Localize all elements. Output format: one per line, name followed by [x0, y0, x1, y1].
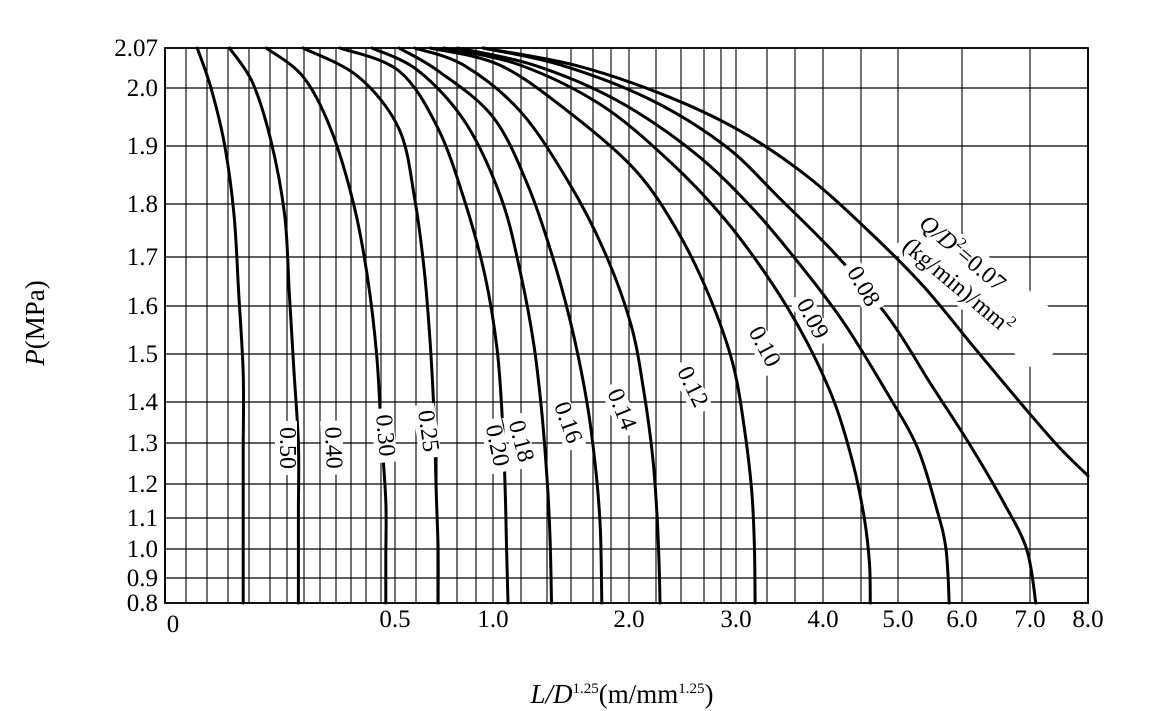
chart-curve-labels: 0.080.090.100.120.140.160.180.200.250.30…	[274, 258, 886, 476]
y-tick-label: 1.7	[127, 244, 158, 271]
curve-0-20	[338, 46, 510, 605]
y-axis-title: P(MPa)	[20, 280, 50, 367]
curve-label-group: 0.25	[412, 402, 444, 460]
series-label-prefix: Q/D2=0.07 (kg/min)/mm2	[891, 206, 1075, 373]
curve-label-background	[502, 412, 538, 471]
chart-curves	[195, 46, 1090, 605]
curve-0-12	[428, 46, 757, 605]
curve-label-background	[275, 421, 297, 475]
plot-frame	[164, 47, 1089, 604]
curve-label-background	[370, 407, 398, 464]
curve-0-16	[397, 46, 604, 605]
curve-label-0-50: 0.50	[274, 427, 300, 469]
y-tick-label: 1.1	[127, 505, 158, 532]
y-tick-label: 0.9	[127, 565, 158, 592]
x-tick-label: 7.0	[1014, 606, 1045, 633]
chart-y-tick-labels: 2.07 2.0 1.9 1.8 1.7 1.6 1.5 1.4 1.3 1.2 1.1 1.00.9…	[114, 35, 158, 617]
curve-label-background	[320, 420, 344, 476]
curve-0-10	[442, 46, 872, 605]
curve-label-group: 0.18	[502, 412, 539, 471]
y-tick-label: 2.07	[114, 35, 158, 62]
curve-label-background	[547, 393, 587, 453]
curve-label-group: 0.08	[839, 258, 886, 316]
x-tick-label: 5.0	[882, 606, 913, 633]
x-tick-label: 6.0	[946, 606, 977, 633]
curve-0-09	[456, 46, 951, 605]
curve-0-14	[413, 46, 662, 605]
curve-label-0-16: 0.16	[548, 398, 587, 446]
x-tick-label: 0.5	[379, 606, 410, 633]
curve-label-background	[669, 358, 714, 417]
curve-0-07	[481, 46, 1090, 478]
curve-0-25	[301, 46, 440, 605]
curve-0-18	[370, 46, 553, 605]
curve-label-group: 0.14	[600, 380, 641, 439]
curve-label-background	[600, 380, 641, 439]
curve-label-0-30: 0.30	[370, 413, 400, 457]
y-tick-label: 1.9	[127, 133, 158, 160]
x-tick-label: 8.0	[1072, 606, 1103, 633]
x-tick-label: 1.0	[477, 606, 508, 633]
y-tick-label: 0.8	[127, 590, 158, 617]
series-prefix-background	[891, 206, 1075, 373]
curve-label-group: 0.10	[740, 318, 786, 377]
curve-0-30	[264, 46, 388, 605]
y-tick-label: 1.2	[127, 471, 158, 498]
curve-label-background	[788, 290, 834, 349]
x-tick-label: 4.0	[807, 606, 838, 633]
y-tick-label: 1.3	[127, 430, 158, 457]
y-tick-label: 1.5	[127, 341, 158, 368]
x-tick-label: 0	[167, 611, 180, 638]
y-tick-label: 1.0	[127, 536, 158, 563]
curve-0-40	[227, 46, 301, 605]
curve-label-0-25: 0.25	[412, 408, 444, 453]
curve-label-group: 0.30	[370, 407, 400, 464]
chart-grid	[164, 47, 1089, 604]
curve-label-0-40: 0.40	[319, 426, 346, 469]
x-axis-title: L/D1.25(m/mm1.25)	[529, 679, 713, 709]
y-tick-label: 1.4	[127, 389, 159, 416]
curve-label-group: 0.40	[319, 420, 347, 476]
curve-label-group: 0.12	[669, 358, 714, 417]
chart-x-tick-labels: 0 0.5 1.0 2.0 3.0 4.0 5.0 6.0 7.0 8.0	[167, 606, 1104, 638]
y-tick-label: 2.0	[127, 75, 158, 102]
y-tick-label: 1.6	[127, 293, 158, 320]
curve-label-background	[740, 318, 786, 377]
curve-label-background	[839, 258, 886, 316]
curve-0-50	[195, 46, 246, 605]
curve-label-background	[479, 417, 513, 475]
y-tick-label: 1.8	[127, 191, 158, 218]
x-tick-label: 2.0	[613, 606, 644, 633]
x-tick-label: 3.0	[720, 606, 751, 633]
curve-label-group: 0.50	[274, 421, 300, 475]
curve-label-background	[412, 402, 442, 460]
